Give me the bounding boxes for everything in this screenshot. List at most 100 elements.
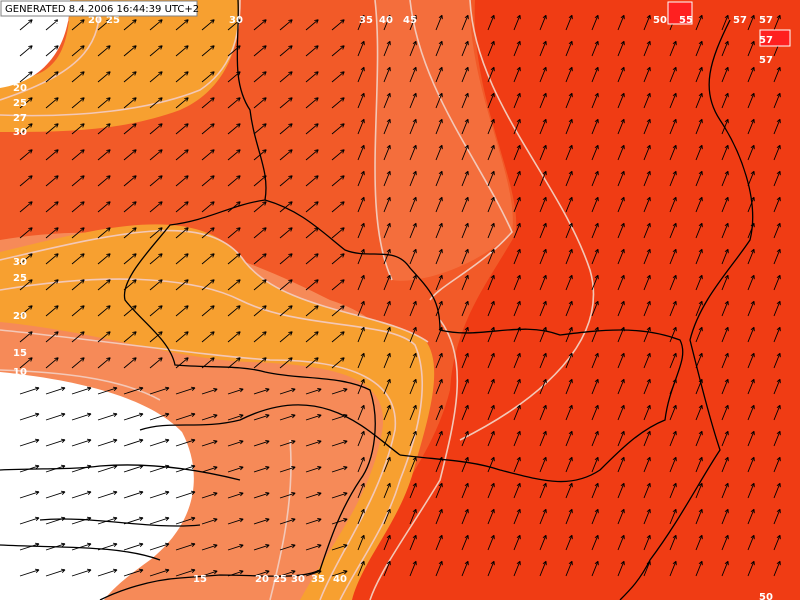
wind-arrow <box>591 40 599 57</box>
wind-arrow <box>253 175 267 187</box>
borders <box>0 0 754 600</box>
wind-arrow <box>747 534 755 551</box>
wind-arrow <box>383 118 391 135</box>
wind-arrow <box>539 92 547 109</box>
contour-label: 50 <box>759 592 773 600</box>
zone-calm-top <box>0 0 70 88</box>
wind-arrow <box>19 19 33 31</box>
wind-arrow <box>227 201 241 213</box>
wind-arrow <box>331 439 348 447</box>
wind-arrow <box>383 66 391 83</box>
wind-arrow <box>279 45 293 57</box>
wind-arrow <box>149 175 163 187</box>
contour-label: 57 <box>733 15 747 26</box>
wind-arrow <box>461 300 469 317</box>
wind-arrow <box>383 222 391 239</box>
wind-arrow <box>175 490 196 499</box>
wind-arrow <box>331 569 348 577</box>
wind-arrow <box>591 118 599 135</box>
wind-arrow <box>253 227 267 239</box>
wind-arrow <box>565 560 573 577</box>
wind-arrow <box>409 404 417 421</box>
wind-arrow <box>435 378 443 395</box>
wind-arrow <box>565 92 573 109</box>
wind-arrow <box>253 97 267 109</box>
wind-arrow <box>357 170 365 187</box>
wind-arrow <box>331 387 348 395</box>
wind-arrow <box>331 413 348 421</box>
wind-arrow <box>747 300 755 317</box>
wind-arrow <box>539 300 547 317</box>
wind-arrow <box>279 305 293 317</box>
wind-arrow <box>773 248 781 265</box>
wind-arrow <box>253 201 267 213</box>
wind-arrow <box>513 248 521 265</box>
wind-arrow <box>669 430 677 447</box>
wind-arrow <box>513 456 521 473</box>
wind-arrow <box>617 352 625 369</box>
wind-arrow <box>149 201 163 213</box>
wind-arrow <box>565 170 573 187</box>
wind-arrow <box>695 560 703 577</box>
wind-arrow <box>149 412 170 421</box>
wind-arrow <box>539 118 547 135</box>
wind-arrow <box>331 253 345 265</box>
wind-arrow <box>721 66 729 83</box>
wind-arrow <box>331 201 345 213</box>
wind-arrow <box>643 560 651 577</box>
wind-arrow <box>487 456 495 473</box>
contour-label: 10 <box>105 574 119 585</box>
wind-arrow <box>357 92 365 109</box>
wind-arrow <box>695 352 703 369</box>
wind-arrow <box>149 386 170 395</box>
wind-arrow <box>279 331 293 343</box>
wind-arrow <box>45 490 66 499</box>
wind-arrow <box>227 279 241 291</box>
wind-arrow <box>773 222 781 239</box>
wind-arrow <box>695 40 703 57</box>
wind-arrow <box>643 40 651 57</box>
wind-arrow <box>695 14 703 31</box>
wind-arrow <box>721 92 729 109</box>
wind-arrow <box>773 14 781 31</box>
wind-arrow <box>669 352 677 369</box>
wind-arrow <box>721 196 729 213</box>
wind-arrow <box>487 300 495 317</box>
wind-arrow <box>565 404 573 421</box>
wind-arrow <box>305 465 322 473</box>
wind-arrow <box>435 14 443 31</box>
wind-arrow <box>409 14 417 31</box>
contour-label: 30 <box>291 574 305 585</box>
wind-arrow <box>461 456 469 473</box>
wind-arrow <box>695 66 703 83</box>
wind-arrow <box>513 66 521 83</box>
wind-arrow <box>45 386 66 395</box>
wind-arrow <box>565 40 573 57</box>
wind-arrow <box>149 357 163 369</box>
wind-arrow <box>773 352 781 369</box>
wind-arrow <box>123 45 137 57</box>
wind-arrow <box>487 274 495 291</box>
wind-arrow <box>643 456 651 473</box>
wind-arrow <box>45 542 66 551</box>
wind-arrow <box>643 14 651 31</box>
wind-arrow <box>357 118 365 135</box>
wind-arrow <box>149 123 163 135</box>
wind-arrow <box>487 560 495 577</box>
wind-arrow <box>123 490 144 499</box>
wind-arrow <box>71 175 85 187</box>
wind-arrow <box>175 253 189 265</box>
wind-arrow <box>201 357 215 369</box>
wind-arrow <box>97 19 111 31</box>
wind-arrow <box>513 482 521 499</box>
wind-arrow <box>721 482 729 499</box>
wind-arrow <box>435 456 443 473</box>
wind-arrow <box>591 352 599 369</box>
wind-arrow <box>357 40 365 57</box>
wind-arrow <box>279 491 296 499</box>
wind-arrow <box>435 196 443 213</box>
wind-arrow <box>487 40 495 57</box>
wind-arrow <box>721 274 729 291</box>
wind-arrow <box>253 517 270 525</box>
